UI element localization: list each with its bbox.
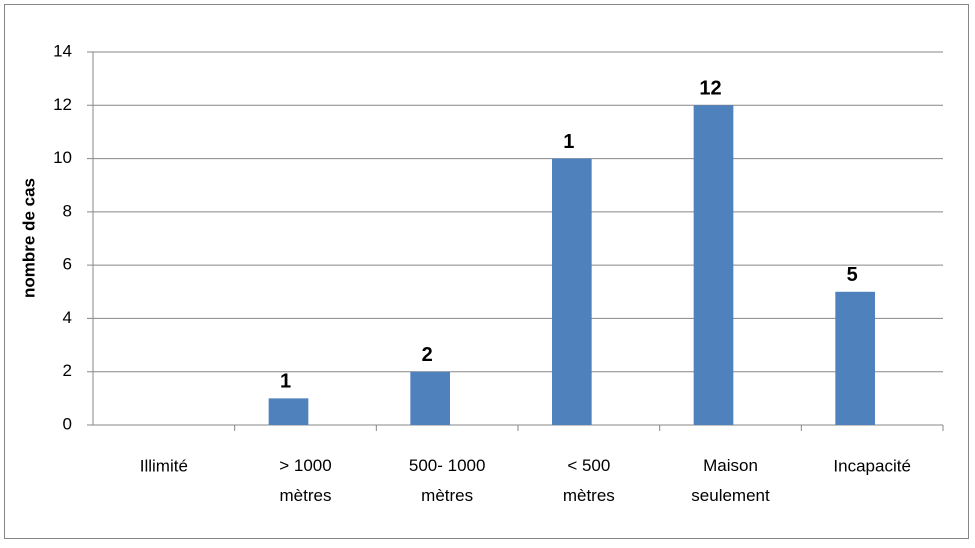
- bar: [552, 158, 592, 426]
- x-tick-label: Illimité: [140, 456, 188, 475]
- bar: [693, 105, 734, 426]
- y-tick-label: 14: [53, 41, 72, 60]
- bar: [835, 291, 875, 425]
- y-tick-label: 12: [53, 95, 72, 114]
- x-tick-label: 500- 1000 mètres: [409, 456, 486, 505]
- x-tick-label: < 500 mètres: [563, 456, 615, 505]
- data-label: 12: [699, 78, 721, 100]
- chart-border: [4, 4, 969, 539]
- data-label: 5: [847, 264, 858, 286]
- y-tick-label: 6: [63, 255, 72, 274]
- x-tick-label: Incapacité: [833, 456, 911, 475]
- bar: [268, 398, 309, 425]
- data-label: 1: [563, 131, 574, 153]
- data-label: 2: [422, 344, 433, 366]
- x-tick-label: Maison seulement: [691, 456, 770, 505]
- data-label: 1: [280, 371, 291, 393]
- y-tick-label: 0: [63, 414, 72, 433]
- y-tick-label: 10: [53, 148, 72, 167]
- x-tick-label: > 1000 mètres: [279, 456, 331, 505]
- y-axis-label: nombre de cas: [19, 178, 38, 298]
- y-tick-label: 4: [63, 308, 72, 327]
- y-tick-label: 8: [63, 201, 72, 220]
- y-tick-label: 2: [63, 361, 72, 380]
- bar: [410, 371, 450, 425]
